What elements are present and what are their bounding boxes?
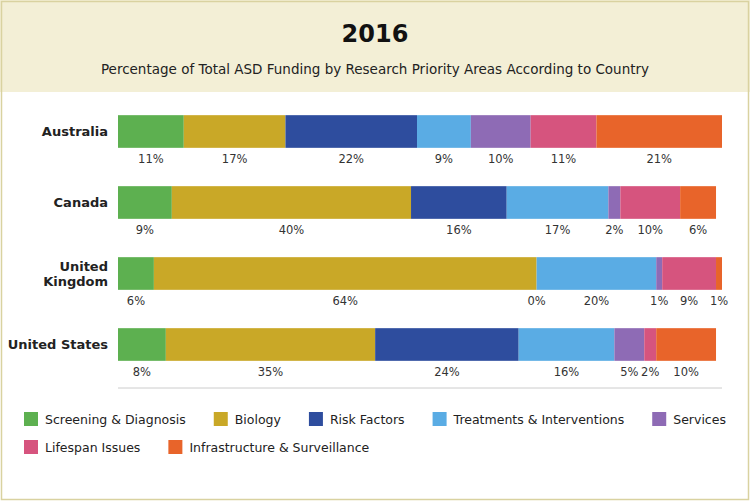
bar-segment xyxy=(662,257,716,290)
bar-segment xyxy=(680,186,716,219)
data-label: 10% xyxy=(488,152,514,166)
bar-segment xyxy=(184,115,286,148)
data-label: 64% xyxy=(332,294,358,308)
category-label: United States xyxy=(8,337,109,352)
legend-swatch xyxy=(652,412,666,426)
data-label: 9% xyxy=(435,152,453,166)
data-label: 1% xyxy=(710,294,728,308)
data-label: 35% xyxy=(258,365,284,379)
legend-item: Biology xyxy=(214,412,282,427)
legend-label: Services xyxy=(673,412,726,427)
legend-item: Infrastructure & Surveillance xyxy=(168,440,369,455)
bar-segment xyxy=(166,328,375,361)
bars xyxy=(118,115,722,361)
bar-segment xyxy=(507,186,609,219)
legend-label: Screening & Diagnosis xyxy=(45,412,186,427)
legend-item: Lifespan Issues xyxy=(24,440,140,455)
data-label: 8% xyxy=(133,365,151,379)
legend-item: Treatments & Interventions xyxy=(433,412,625,427)
subtitle: Percentage of Total ASD Funding by Resea… xyxy=(101,61,649,77)
data-label: 10% xyxy=(637,223,663,237)
data-label: 11% xyxy=(138,152,164,166)
legend-swatch xyxy=(214,412,228,426)
data-label: 6% xyxy=(127,294,145,308)
bar-segment xyxy=(118,328,166,361)
data-label: 40% xyxy=(279,223,305,237)
category-label-line: United xyxy=(59,259,108,274)
data-label: 17% xyxy=(222,152,248,166)
chart: 2016 Percentage of Total ASD Funding by R… xyxy=(0,0,750,501)
legend-swatch xyxy=(24,440,38,454)
data-label: 21% xyxy=(646,152,672,166)
bar-segment xyxy=(644,328,656,361)
bar-segment xyxy=(375,328,519,361)
data-label: 16% xyxy=(446,223,472,237)
bar-segment xyxy=(471,115,531,148)
data-label: 24% xyxy=(434,365,460,379)
legend-swatch xyxy=(168,440,182,454)
bar-segment xyxy=(118,115,184,148)
category-label-line: Kingdom xyxy=(43,274,108,289)
data-label: 0% xyxy=(527,294,545,308)
data-labels: 11% 17% 22% 9% 10% 11% 21% 9% 40% 16% 17% 2% 10% 6% 6%… xyxy=(127,152,728,379)
data-label: 1% xyxy=(650,294,668,308)
bar-segment xyxy=(417,115,471,148)
legend-swatch xyxy=(309,412,323,426)
bar-segment xyxy=(285,115,417,148)
data-label: 9% xyxy=(136,223,154,237)
data-label: 11% xyxy=(551,152,577,166)
legend-item: Services xyxy=(652,412,726,427)
legend-swatch xyxy=(24,412,38,426)
x-axis-line xyxy=(118,388,722,389)
data-label: 16% xyxy=(554,365,580,379)
data-label: 5% xyxy=(620,365,638,379)
legend: Screening & Diagnosis Biology Risk Factors… xyxy=(24,412,726,455)
bar-segment xyxy=(531,115,597,148)
legend-item: Risk Factors xyxy=(309,412,405,427)
bar-segment xyxy=(596,115,722,148)
bar-segment xyxy=(411,186,507,219)
legend-swatch xyxy=(433,412,447,426)
axes: Australia Canada UnitedKingdom United State… xyxy=(8,124,722,388)
bar-segment xyxy=(537,257,657,290)
data-label: 2% xyxy=(641,365,659,379)
title: 2016 xyxy=(342,20,409,48)
legend-label: Risk Factors xyxy=(330,412,405,427)
legend-label: Infrastructure & Surveillance xyxy=(189,440,369,455)
bar-segment xyxy=(608,186,620,219)
legend-label: Lifespan Issues xyxy=(45,440,140,455)
bar-segment xyxy=(620,186,680,219)
header-band xyxy=(0,0,750,92)
data-label: 20% xyxy=(584,294,610,308)
data-label: 9% xyxy=(680,294,698,308)
data-label: 17% xyxy=(545,223,571,237)
bar-segment xyxy=(118,186,172,219)
bar-segment xyxy=(118,257,154,290)
legend-item: Screening & Diagnosis xyxy=(24,412,186,427)
category-label-line: Australia xyxy=(42,124,108,139)
category-label: Australia xyxy=(42,124,108,139)
bar-segment xyxy=(614,328,644,361)
data-label: 10% xyxy=(673,365,699,379)
data-label: 2% xyxy=(605,223,623,237)
bar-segment xyxy=(716,257,722,290)
bar-segment xyxy=(656,257,662,290)
bar-segment xyxy=(656,328,716,361)
legend-label: Biology xyxy=(235,412,282,427)
category-label-line: Canada xyxy=(54,195,108,210)
data-label: 22% xyxy=(338,152,364,166)
bar-segment xyxy=(172,186,411,219)
category-label: Canada xyxy=(54,195,108,210)
bar-segment xyxy=(519,328,615,361)
border xyxy=(2,2,749,500)
data-label: 6% xyxy=(689,223,707,237)
legend-label: Treatments & Interventions xyxy=(453,412,625,427)
bar-segment xyxy=(154,257,537,290)
category-label: UnitedKingdom xyxy=(43,259,108,289)
category-label-line: United States xyxy=(8,337,109,352)
